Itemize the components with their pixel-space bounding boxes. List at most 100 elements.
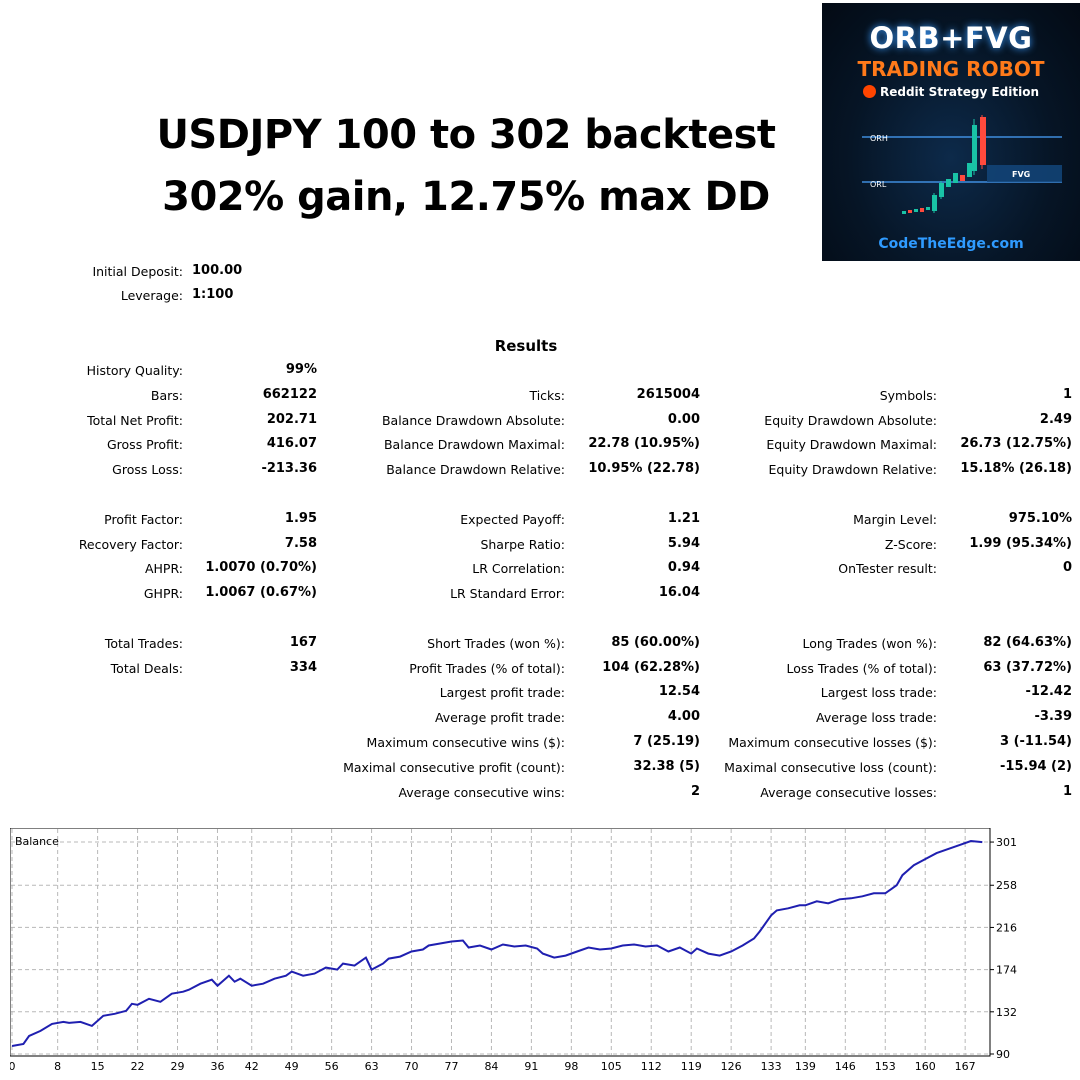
col3-stat-label: Symbols: [879, 387, 937, 403]
x-tick-label: 0 [10, 1060, 16, 1073]
col2-stat-value: 10.95% (22.78) [588, 461, 700, 477]
col3-stat-value: 3 (-11.54) [1000, 734, 1072, 749]
col3-stat-value: 82 (64.63%) [983, 634, 1072, 650]
promo-candle-graphic: ORH ORL FVG [862, 115, 1062, 214]
col2-stat-value: 2615004 [636, 386, 700, 402]
col3-stat-label: Equity Drawdown Absolute: [764, 412, 937, 428]
col1-stat-label: Bars: [150, 387, 183, 403]
fvg-zone [987, 165, 1062, 182]
x-tick-label: 139 [795, 1060, 816, 1073]
col1-stat-label: Gross Profit: [106, 437, 183, 453]
col1-stat-value: 1.0070 (0.70%) [205, 560, 317, 576]
col1-stat-value: 1.0067 (0.67%) [205, 585, 317, 601]
x-tick-label: 22 [131, 1060, 145, 1073]
col1-stat-label: History Quality: [86, 363, 183, 378]
col1-stat-label: Profit Factor: [104, 511, 183, 527]
col1-stat-value: 662122 [262, 386, 317, 402]
col1-stat-label: GHPR: [143, 586, 183, 602]
col3-stat-value: 1 [1062, 386, 1072, 402]
y-tick-label: 90 [996, 1048, 1010, 1061]
orl-label: ORL [870, 180, 887, 189]
col2-stat-value: 85 (60.00%) [611, 634, 700, 650]
col3-stat-label: Margin Level: [853, 511, 937, 527]
col2-stat-label: Largest profit trade: [439, 685, 565, 701]
col3-stat-value: 1.99 (95.34%) [969, 535, 1072, 551]
chart-title: Balance [15, 835, 59, 848]
x-tick-label: 8 [54, 1060, 61, 1073]
chart-ticks: 0 8 15 22 29 36 42 49 56 63 70 77 84 91 98 105 112 119 126… [10, 836, 1017, 1073]
col3-stat-label: Maximal consecutive loss (count): [724, 759, 937, 775]
col1-stat-value: 202.71 [266, 411, 317, 427]
col1-stat-value: 1.95 [284, 510, 317, 526]
col2-stat-value: 4.00 [667, 709, 700, 725]
col1-stat-value: 167 [289, 634, 317, 650]
x-tick-label: 133 [761, 1060, 782, 1073]
col2-stat-label: Short Trades (won %): [427, 635, 565, 651]
col3-stat-label: Maximum consecutive losses ($): [728, 735, 937, 750]
col2-stat-value: 5.94 [667, 535, 700, 551]
promo-card: ORB+FVG TRADING ROBOT Reddit Strategy Ed… [822, 3, 1080, 261]
x-tick-label: 126 [721, 1060, 742, 1073]
col2-stat-label: Average consecutive wins: [398, 784, 565, 800]
col3-stat-label: Long Trades (won %): [802, 635, 937, 651]
orh-label: ORH [870, 134, 888, 143]
leverage-label: Leverage: [120, 288, 183, 303]
col2-stat-value: 0.00 [667, 411, 700, 427]
balance-chart: Balance 0 8 15 22 29 36 42 49 56 63 70 77 84 91 98 105 1… [10, 828, 1017, 1073]
col2-stat-value: 22.78 (10.95%) [588, 436, 700, 452]
col2-stat-value: 104 (62.28%) [602, 659, 700, 675]
y-tick-label: 216 [996, 921, 1017, 934]
col1-stat-label: Gross Loss: [112, 462, 183, 478]
candles [902, 115, 986, 214]
col1-stat-value: 416.07 [266, 436, 317, 452]
x-tick-label: 84 [484, 1060, 498, 1073]
x-tick-label: 105 [601, 1060, 622, 1073]
chart-plot-area [10, 828, 991, 1057]
x-tick-label: 160 [915, 1060, 936, 1073]
col3-stat-value: -3.39 [1034, 709, 1072, 725]
col3-stat-value: 2.49 [1039, 411, 1072, 427]
x-tick-label: 146 [835, 1060, 856, 1073]
col3-stat-value: 975.10% [1008, 510, 1072, 526]
col3-stat-label: Equity Drawdown Relative: [768, 462, 937, 478]
x-tick-label: 77 [444, 1060, 458, 1073]
col2-stat-label: Sharpe Ratio: [480, 536, 565, 552]
x-tick-label: 15 [91, 1060, 105, 1073]
col1-stat-label: Recovery Factor: [78, 536, 183, 552]
col3-stat-label: OnTester result: [838, 561, 937, 577]
balance-series-line [11, 839, 983, 1047]
col2-stat-value: 2 [690, 783, 700, 799]
col2-stat-label: Ticks: [529, 387, 565, 403]
col3-stat-value: 15.18% (26.18) [960, 461, 1072, 477]
col3-stat-label: Average consecutive losses: [760, 784, 937, 800]
reddit-icon [863, 85, 876, 98]
col1-stat-label: Total Trades: [104, 635, 183, 651]
promo-edition: Reddit Strategy Edition [822, 85, 1080, 99]
col1-stat-value: -213.36 [261, 461, 317, 477]
col2-stat-value: 7 (25.19) [633, 734, 700, 749]
col1-stat-value: 334 [289, 659, 317, 675]
col3-stat-value: 63 (37.72%) [983, 659, 1072, 675]
col2-stat-label: LR Correlation: [472, 561, 565, 577]
col1-stat-label: Total Deals: [110, 660, 183, 676]
col1-stat-value: 7.58 [284, 535, 317, 551]
y-tick-label: 132 [996, 1006, 1017, 1019]
col2-stat-label: Balance Drawdown Absolute: [381, 412, 565, 428]
promo-subtitle: TRADING ROBOT [857, 57, 1045, 81]
x-tick-label: 49 [285, 1060, 299, 1073]
x-tick-label: 29 [171, 1060, 185, 1073]
col3-stat-label: Largest loss trade: [820, 685, 937, 701]
y-tick-label: 258 [996, 879, 1017, 892]
initial-deposit-label: Initial Deposit: [92, 264, 183, 279]
col3-stat-value: -12.42 [1025, 684, 1072, 700]
col2-stat-label: LR Standard Error: [450, 586, 565, 602]
x-tick-label: 119 [681, 1060, 702, 1073]
initial-deposit-value: 100.00 [192, 263, 243, 278]
x-tick-label: 63 [365, 1060, 379, 1073]
x-tick-label: 153 [875, 1060, 896, 1073]
col2-stat-label: Balance Drawdown Relative: [386, 462, 565, 478]
col2-stat-label: Balance Drawdown Maximal: [383, 437, 565, 453]
col2-stat-value: 0.94 [667, 560, 700, 576]
col2-stat-value: 12.54 [658, 684, 700, 700]
col2-stat-label: Maximum consecutive wins ($): [366, 735, 565, 750]
